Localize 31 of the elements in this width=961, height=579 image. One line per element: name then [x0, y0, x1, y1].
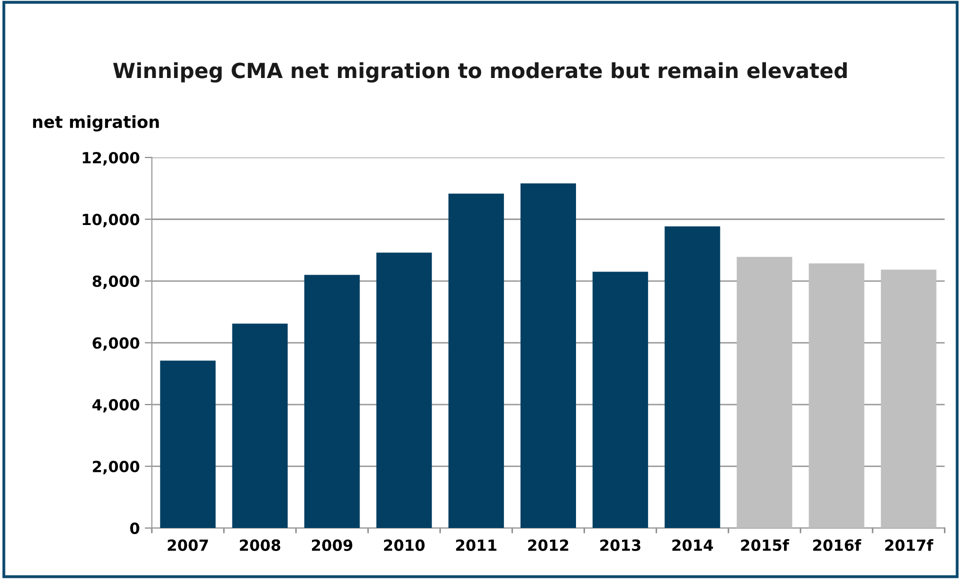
x-tick-label: 2013 — [600, 539, 640, 551]
bar — [448, 194, 504, 528]
bar — [664, 226, 720, 528]
x-tick-label: 2012 — [528, 539, 568, 551]
x-tick-label: 2017f — [885, 539, 934, 551]
bar — [880, 270, 936, 528]
y-tick-label: 2,000 — [92, 460, 140, 474]
bar — [376, 252, 432, 528]
x-tick-label: 2008 — [240, 539, 280, 551]
y-tick-label: 0 — [130, 522, 140, 534]
bar — [808, 263, 864, 528]
bar — [592, 272, 648, 528]
x-tick-label: 2011 — [456, 539, 496, 551]
y-tick-label: 6,000 — [92, 337, 140, 351]
bar — [736, 256, 792, 528]
y-tick-label: 4,000 — [92, 398, 140, 412]
x-tick-label: 2010 — [384, 539, 425, 551]
x-tick-label: 2016f — [813, 539, 862, 551]
y-tick-label: 8,000 — [92, 275, 140, 289]
y-tick-label: 10,000 — [82, 214, 140, 228]
bar — [160, 360, 216, 528]
y-axis-title: net migration — [33, 115, 159, 132]
chart-title: Winnipeg CMA net migration to moderate but remain elevated — [113, 62, 847, 83]
x-tick-label: 2015f — [741, 539, 790, 551]
bar — [232, 324, 288, 528]
y-tick-label: 12,000 — [82, 152, 140, 166]
x-tick-label: 2014 — [672, 539, 713, 551]
bar — [520, 183, 576, 528]
x-tick-label: 2007 — [168, 539, 208, 551]
x-tick-label: 2009 — [312, 539, 352, 551]
bar — [304, 274, 360, 528]
